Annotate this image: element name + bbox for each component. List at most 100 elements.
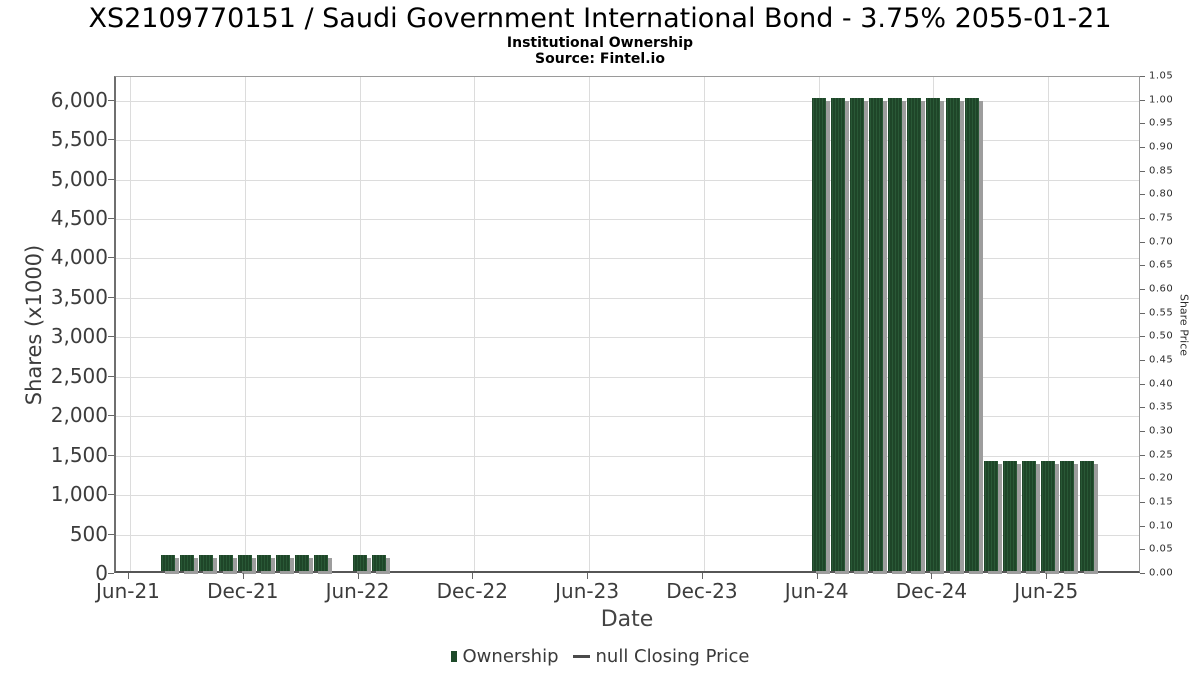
y-axis-title-right: Share Price [1177, 293, 1191, 357]
gridline-vertical [703, 77, 705, 571]
x-tick-label: Jun-22 [325, 579, 390, 603]
gridline-horizontal [116, 376, 1139, 378]
y-right-tick [1140, 502, 1145, 503]
x-tick [472, 573, 474, 579]
y-right-tick [1140, 573, 1145, 574]
ownership-bar [1022, 460, 1037, 571]
y-left-tick [108, 573, 114, 574]
y-right-tick [1140, 218, 1145, 219]
gridline-vertical [589, 77, 591, 571]
ownership-bar [945, 97, 960, 571]
plot-area [114, 76, 1140, 573]
x-tick-label: Dec-21 [207, 579, 279, 603]
y-left-tick-label: 4,000 [50, 245, 108, 270]
gridline-horizontal [116, 258, 1139, 260]
ownership-bar [161, 555, 176, 571]
gridline-horizontal [116, 100, 1139, 102]
ownership-bar [352, 555, 367, 571]
y-left-tick-label: 6,000 [50, 87, 108, 112]
legend: Ownership null Closing Price [0, 646, 1200, 667]
y-right-tick [1140, 431, 1145, 432]
y-left-tick-label: 5,500 [50, 127, 108, 152]
chart-source: Source: Fintel.io [535, 51, 665, 67]
x-tick [587, 573, 589, 579]
y-right-tick [1140, 265, 1145, 267]
gridline-horizontal [116, 534, 1139, 536]
y-right-tick-label: 0.85 [1149, 165, 1174, 177]
y-axis-title-left: Shares (x1000) [22, 244, 46, 406]
y-right-tick [1140, 241, 1145, 243]
y-left-tick-label: 1,500 [50, 442, 108, 467]
x-tick-label: Jun-25 [1014, 579, 1079, 603]
y-left-tick-label: 2,500 [50, 363, 108, 388]
ownership-bar [964, 97, 979, 571]
gridline-horizontal [116, 337, 1139, 339]
y-right-tick-label: 0.35 [1149, 401, 1174, 413]
gridline-horizontal [116, 416, 1139, 418]
closing-price-line-icon [572, 655, 590, 658]
y-right-tick-label: 0.60 [1149, 283, 1174, 295]
ownership-bar [907, 97, 922, 571]
ownership-bar-swatch-icon [450, 651, 457, 662]
y-right-tick-label: 0.40 [1149, 378, 1174, 390]
y-left-tick-label: 5,000 [50, 166, 108, 191]
y-right-tick [1140, 525, 1145, 527]
chart-title: XS2109770151 / Saudi Government Internat… [88, 3, 1112, 34]
y-left-tick [108, 415, 114, 417]
x-tick-label: Dec-23 [666, 579, 738, 603]
y-left-tick [108, 257, 114, 259]
y-right-tick-label: 0.05 [1149, 543, 1174, 555]
y-right-tick-label: 0.90 [1149, 141, 1174, 153]
y-right-tick [1140, 549, 1145, 551]
ownership-bar [199, 555, 214, 571]
y-right-tick-label: 0.30 [1149, 425, 1174, 437]
x-tick [127, 573, 129, 579]
x-tick-label: Dec-22 [436, 579, 508, 603]
ownership-bar [295, 555, 310, 571]
chart-subtitle: Institutional Ownership [506, 35, 694, 51]
y-left-tick [108, 533, 114, 535]
gridline-horizontal [116, 297, 1139, 299]
gridline-vertical [1048, 77, 1050, 571]
x-tick-label: Jun-21 [95, 579, 160, 603]
y-right-tick [1140, 123, 1145, 125]
ownership-bar [371, 555, 386, 571]
y-right-tick [1140, 99, 1145, 101]
ownership-bar [180, 555, 195, 571]
y-right-tick-label: 0.75 [1149, 212, 1174, 224]
ownership-bar [276, 555, 290, 571]
y-right-tick-label: 0.00 [1149, 567, 1174, 579]
y-right-tick-label: 0.10 [1149, 520, 1174, 532]
y-right-tick-label: 0.80 [1149, 188, 1174, 200]
y-right-tick-label: 0.20 [1149, 472, 1174, 484]
y-left-tick-label: 3,000 [50, 324, 108, 349]
gridline-horizontal [116, 140, 1139, 142]
x-tick [931, 573, 933, 579]
ownership-bar [888, 97, 903, 571]
ownership-bar [1041, 460, 1056, 571]
y-left-tick [108, 178, 114, 180]
ownership-bar [849, 97, 864, 571]
y-right-tick-label: 0.65 [1149, 259, 1174, 271]
y-right-tick [1140, 336, 1145, 338]
x-tick-label: Jun-24 [784, 579, 849, 603]
y-left-tick [108, 296, 114, 298]
ownership-bar [237, 555, 252, 571]
y-left-tick-label: 3,500 [50, 284, 108, 309]
y-right-tick [1140, 194, 1145, 196]
y-right-tick [1140, 383, 1145, 385]
y-right-tick-label: 0.15 [1149, 496, 1174, 508]
y-right-tick-label: 0.95 [1149, 117, 1174, 129]
x-tick [816, 573, 818, 579]
x-tick-label: Dec-24 [895, 579, 968, 603]
x-tick [1046, 573, 1048, 579]
legend-ownership-label: Ownership [462, 646, 559, 667]
y-right-tick [1140, 312, 1145, 314]
gridline-horizontal [116, 455, 1139, 457]
y-right-tick-label: 0.70 [1149, 236, 1174, 248]
y-left-tick [108, 139, 114, 141]
x-tick-label: Jun-23 [555, 579, 620, 603]
y-right-tick [1140, 76, 1145, 77]
ownership-bar [811, 97, 826, 571]
